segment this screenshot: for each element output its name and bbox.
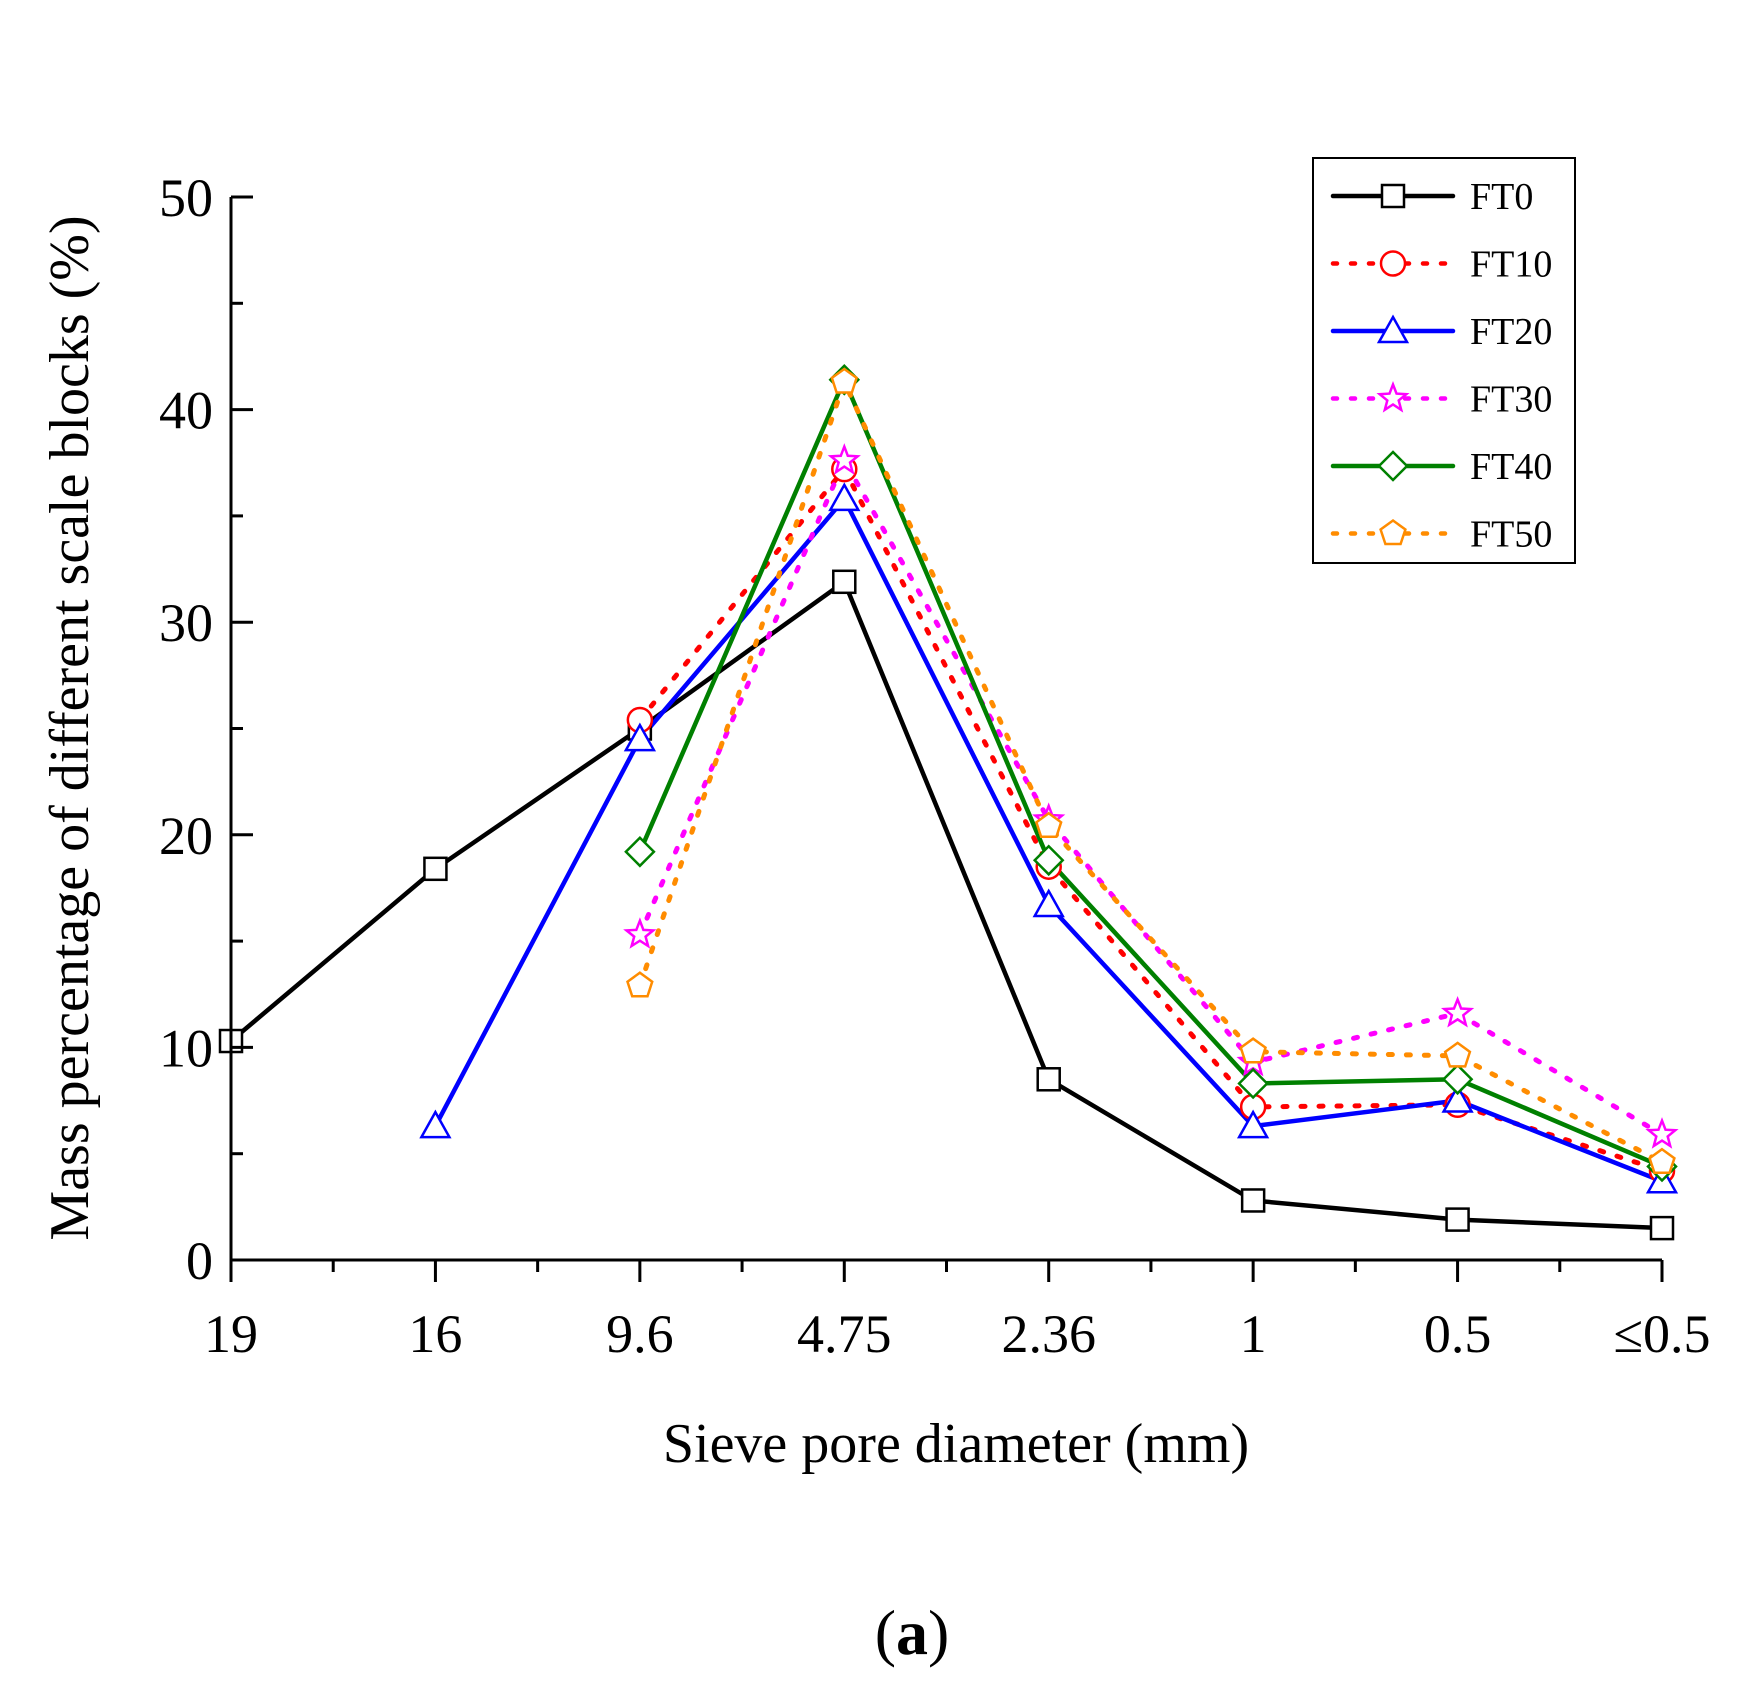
marker-ft20-9-6: [623, 722, 657, 752]
marker-ft50-0-5: [1443, 1041, 1472, 1068]
marker-ft20-2-36: [1032, 888, 1065, 918]
legend-label-ft30: FT30: [1470, 379, 1552, 421]
marker-ft40-1: [1237, 1067, 1269, 1100]
marker-ft0-1: [1240, 1188, 1266, 1213]
y-ticks: 0 10 20 30 40 50: [159, 168, 253, 1291]
legend: FT0 FT10 FT20 FT30 FT40 FT50: [1312, 157, 1576, 564]
series-line-ft10: [637, 466, 1665, 1174]
legend-entries: FT0 FT10 FT20 FT30 FT40 FT50: [1330, 176, 1552, 556]
marker-ft50-0-5: [1648, 1147, 1676, 1174]
legend-label-ft50: FT50: [1470, 514, 1552, 556]
marker-ft30-0-5: [1440, 995, 1475, 1028]
y-tick-label-50: 50: [159, 168, 213, 228]
x-tick-label-1: 1: [1240, 1304, 1267, 1364]
x-ticks: 19 16 9.6 4.75 2.36 1 0.5 ≤0.5: [204, 1260, 1711, 1364]
y-tick-label-0: 0: [186, 1231, 213, 1291]
x-tick-label-0-5: ≤0.5: [1613, 1304, 1710, 1364]
figure-caption: (a): [875, 1597, 950, 1668]
x-tick-label-16: 16: [408, 1304, 462, 1364]
marker-ft20-4-75: [828, 482, 861, 512]
marker-ft0-2-36: [1036, 1067, 1061, 1092]
marker-ft20-0-5: [1441, 1083, 1474, 1113]
marker-ft0-4-75: [832, 569, 857, 595]
marker-ft50-2-36: [1034, 811, 1063, 839]
marker-ft30-0-5: [1645, 1117, 1679, 1149]
legend-label-ft0: FT0: [1470, 176, 1533, 218]
legend-label-ft10: FT10: [1470, 244, 1552, 286]
marker-ft40-0-5: [1441, 1063, 1474, 1096]
x-tick-label-4-75: 4.75: [797, 1304, 892, 1364]
marker-ft20-1: [1236, 1109, 1270, 1139]
marker-ft50-1: [1239, 1037, 1267, 1064]
y-tick-label-20: 20: [159, 806, 213, 866]
legend-box: [1312, 157, 1576, 564]
legend-marker-ft40: [1377, 450, 1409, 482]
series-line-ft30: [637, 458, 1665, 1138]
caption-close-paren: ): [928, 1597, 949, 1668]
marker-ft30-9-6: [623, 917, 657, 949]
legend-label-ft20: FT20: [1470, 311, 1552, 353]
legend-marker-ft0: [1380, 183, 1406, 209]
caption-letter: a: [896, 1597, 928, 1668]
x-axis-title: Sieve pore diameter (mm): [663, 1413, 1249, 1475]
x-tick-label-2-36: 2.36: [1001, 1304, 1096, 1364]
y-axis-title: Mass percentage of different scale block…: [39, 215, 101, 1240]
marker-ft30-4-75: [827, 443, 861, 475]
caption-open-paren: (: [875, 1597, 896, 1668]
marker-ft0-0-5: [1445, 1207, 1470, 1232]
series-line-ft0: [228, 579, 1665, 1231]
legend-marker-ft10: [1379, 250, 1407, 277]
legend-marker-ft50: [1379, 518, 1407, 546]
plot-markers: [218, 364, 1679, 1241]
x-tick-label-19: 19: [204, 1304, 258, 1364]
x-tick-label-0-5: 0.5: [1424, 1304, 1492, 1364]
marker-ft40-9-6: [624, 836, 656, 868]
legend-marker-ft30: [1376, 381, 1410, 413]
y-tick-label-10: 10: [159, 1018, 213, 1078]
y-tick-label-30: 30: [159, 593, 213, 653]
marker-ft0-0-5: [1649, 1215, 1675, 1241]
marker-ft50-4-75: [830, 367, 859, 394]
legend-marker-ft20: [1376, 314, 1410, 344]
marker-ft20-16: [419, 1109, 452, 1139]
marker-ft50-9-6: [626, 971, 654, 998]
marker-ft40-2-36: [1032, 844, 1065, 877]
series-line-ft50: [637, 379, 1665, 1165]
marker-ft0-16: [423, 856, 448, 882]
axes: 0 10 20 30 40 50 19 16 9.6 4.75 2.36 1 0.5 ≤0.5: [159, 168, 1711, 1364]
x-tick-label-9-6: 9.6: [606, 1304, 674, 1364]
legend-label-ft40: FT40: [1470, 446, 1552, 488]
y-tick-label-40: 40: [159, 381, 213, 441]
series-line-ft40: [637, 377, 1665, 1169]
